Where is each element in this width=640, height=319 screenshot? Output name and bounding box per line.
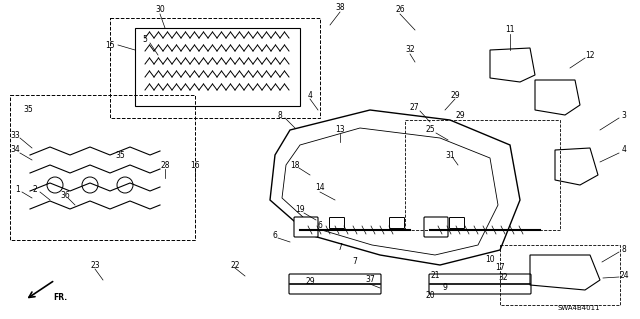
Text: 28: 28: [160, 160, 170, 169]
Text: 25: 25: [425, 125, 435, 135]
Bar: [500, 245, 620, 305]
Text: 38: 38: [335, 4, 345, 12]
FancyBboxPatch shape: [424, 217, 448, 237]
Text: 21: 21: [430, 271, 440, 279]
Text: 33: 33: [10, 130, 20, 139]
Bar: [135, 28, 300, 106]
Text: 32: 32: [405, 46, 415, 55]
Text: 18: 18: [291, 160, 300, 169]
Text: 27: 27: [409, 103, 419, 113]
Text: FR.: FR.: [53, 293, 67, 302]
FancyBboxPatch shape: [429, 274, 531, 294]
Text: 19: 19: [295, 205, 305, 214]
FancyBboxPatch shape: [294, 217, 318, 237]
Text: 2: 2: [33, 186, 37, 195]
Text: 9: 9: [443, 284, 447, 293]
Text: 1: 1: [15, 186, 20, 195]
Text: 20: 20: [425, 292, 435, 300]
Text: 35: 35: [23, 106, 33, 115]
Text: 34: 34: [10, 145, 20, 154]
Text: 10: 10: [485, 256, 495, 264]
Bar: [110, 18, 320, 118]
Text: 16: 16: [190, 160, 200, 169]
Text: 13: 13: [335, 125, 345, 135]
Text: 8: 8: [278, 110, 282, 120]
Text: 23: 23: [90, 261, 100, 270]
FancyBboxPatch shape: [449, 218, 465, 228]
Text: 17: 17: [495, 263, 505, 272]
Text: 29: 29: [455, 110, 465, 120]
Text: 7: 7: [353, 257, 357, 266]
Bar: [10, 95, 195, 240]
FancyBboxPatch shape: [330, 218, 344, 228]
Text: 37: 37: [365, 276, 375, 285]
Text: 5: 5: [143, 35, 147, 44]
Text: 6: 6: [273, 231, 277, 240]
Text: 36: 36: [60, 190, 70, 199]
Text: 30: 30: [155, 5, 165, 14]
Text: 12: 12: [585, 50, 595, 60]
Text: 31: 31: [445, 151, 455, 160]
Text: 29: 29: [450, 91, 460, 100]
Text: 26: 26: [395, 5, 405, 14]
Text: 14: 14: [315, 183, 325, 192]
Text: 24: 24: [619, 271, 629, 279]
FancyBboxPatch shape: [289, 274, 381, 294]
Text: 4: 4: [621, 145, 627, 154]
Text: 35: 35: [115, 151, 125, 160]
Text: 3: 3: [621, 110, 627, 120]
Text: 8: 8: [621, 246, 627, 255]
Text: 6: 6: [317, 220, 323, 229]
Text: 29: 29: [305, 278, 315, 286]
Text: 4: 4: [308, 91, 312, 100]
Text: SWA4B4011: SWA4B4011: [557, 305, 600, 311]
Bar: [405, 120, 560, 230]
Text: 15: 15: [105, 41, 115, 49]
Text: 11: 11: [505, 26, 515, 34]
Text: 32: 32: [498, 273, 508, 283]
Text: 22: 22: [230, 261, 240, 270]
Text: 7: 7: [337, 243, 342, 253]
FancyBboxPatch shape: [390, 218, 404, 228]
